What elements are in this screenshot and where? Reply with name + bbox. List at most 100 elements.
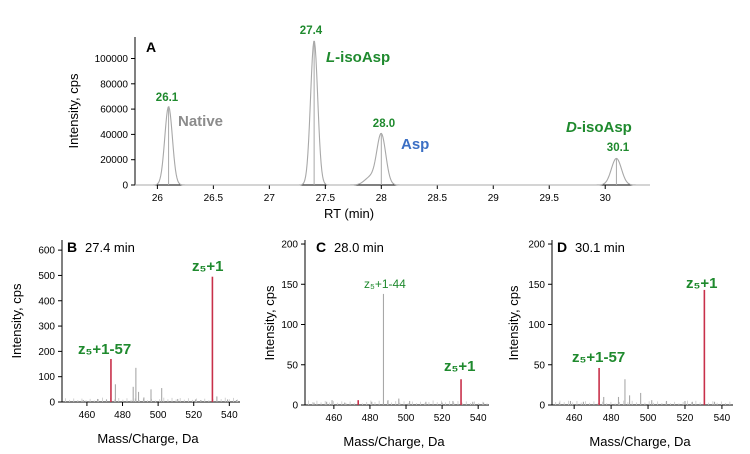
panel-b-time-label: 27.4 min bbox=[85, 240, 135, 255]
x-tick-label: 540 bbox=[714, 413, 731, 424]
panel-c-y-axis-label: Intensity, cps bbox=[262, 285, 277, 360]
x-tick-label: 26 bbox=[152, 193, 164, 204]
x-tick-label: 480 bbox=[114, 410, 131, 421]
y-tick-label: 80000 bbox=[100, 79, 128, 90]
x-tick-label: 26.5 bbox=[204, 193, 224, 204]
panel-c-spectrum bbox=[308, 293, 488, 405]
peak-rt-label: 26.1 bbox=[156, 92, 179, 104]
peak-name-native: Native bbox=[178, 113, 223, 130]
panel-b-label: B bbox=[67, 239, 77, 255]
y-tick-label: 0 bbox=[292, 401, 298, 412]
fragment-annotation: z₅+1-57 bbox=[78, 341, 131, 358]
y-tick-label: 50 bbox=[287, 360, 299, 371]
y-tick-label: 150 bbox=[281, 280, 298, 291]
panel-a-peak-drop-lines bbox=[168, 40, 617, 185]
x-tick-label: 540 bbox=[470, 413, 487, 424]
panel-d-x-ticks: 460 480 500 520 540 bbox=[566, 405, 731, 424]
panel-d-y-ticks: 0 50 100 150 200 bbox=[528, 240, 552, 412]
panel-d-time-label: 30.1 min bbox=[575, 240, 625, 255]
fragment-annotation: z₅+1 bbox=[686, 275, 717, 292]
fragment-annotation: z₅+1 bbox=[192, 258, 223, 275]
x-tick-label: 30 bbox=[600, 193, 612, 204]
peak-name-suffix: -isoAsp bbox=[577, 119, 632, 136]
panel-a-x-ticks: 26 26.5 27 27.5 28 28.5 29 29.5 30 bbox=[152, 185, 611, 204]
fragment-annotation: z₅+1 bbox=[444, 358, 475, 375]
panel-c-label: C bbox=[316, 239, 326, 255]
y-tick-label: 50 bbox=[534, 360, 546, 371]
peak-rt-label: 30.1 bbox=[607, 142, 630, 154]
peak-name-asp: Asp bbox=[401, 136, 429, 153]
panel-b-y-axis-label: Intensity, cps bbox=[9, 283, 24, 358]
y-tick-label: 200 bbox=[38, 347, 55, 358]
y-tick-label: 600 bbox=[38, 246, 55, 257]
panel-b-spectrum bbox=[65, 276, 238, 402]
x-tick-label: 29.5 bbox=[540, 193, 560, 204]
panel-a: 0 20000 40000 60000 80000 100000 26 26.5 27 27.5… bbox=[66, 25, 650, 221]
panel-a-y-ticks: 0 20000 40000 60000 80000 100000 bbox=[95, 54, 135, 192]
x-tick-label: 480 bbox=[603, 413, 620, 424]
panel-a-x-axis-label: RT (min) bbox=[324, 206, 374, 221]
y-tick-label: 100 bbox=[38, 372, 55, 383]
y-tick-label: 200 bbox=[281, 240, 298, 251]
panel-d-y-axis-label: Intensity, cps bbox=[506, 285, 521, 360]
y-tick-label: 300 bbox=[38, 322, 55, 333]
panel-b: 0 100 200 300 400 500 600 460 480 500 520 540 B 27… bbox=[9, 239, 240, 446]
x-tick-label: 27 bbox=[264, 193, 276, 204]
peak-name-italic-prefix: L bbox=[326, 49, 335, 66]
x-tick-label: 29 bbox=[488, 193, 500, 204]
panel-d-axes bbox=[551, 240, 733, 406]
x-tick-label: 520 bbox=[677, 413, 694, 424]
x-tick-label: 460 bbox=[326, 413, 343, 424]
y-tick-label: 200 bbox=[528, 240, 545, 251]
x-tick-label: 540 bbox=[221, 410, 238, 421]
panel-a-label: A bbox=[146, 39, 156, 55]
y-tick-label: 60000 bbox=[100, 105, 128, 116]
panel-c-x-ticks: 460 480 500 520 540 bbox=[326, 405, 487, 424]
panel-d-x-axis-label: Mass/Charge, Da bbox=[589, 434, 691, 449]
y-tick-label: 100 bbox=[281, 320, 298, 331]
x-tick-label: 28 bbox=[376, 193, 388, 204]
x-tick-label: 28.5 bbox=[428, 193, 448, 204]
x-tick-label: 480 bbox=[362, 413, 379, 424]
panel-a-chromatogram-trace bbox=[135, 40, 650, 186]
panel-d-label: D bbox=[557, 239, 567, 255]
x-tick-label: 27.5 bbox=[316, 193, 336, 204]
peak-name-suffix: -isoAsp bbox=[335, 49, 390, 66]
peak-rt-label: 27.4 bbox=[300, 25, 323, 37]
y-tick-label: 500 bbox=[38, 271, 55, 282]
peak-name-d-isoasp: D-isoAsp bbox=[566, 119, 632, 136]
panel-c-x-axis-label: Mass/Charge, Da bbox=[343, 434, 445, 449]
panel-d-spectrum bbox=[555, 289, 731, 405]
y-tick-label: 150 bbox=[528, 280, 545, 291]
panel-b-x-ticks: 460 480 500 520 540 bbox=[79, 402, 238, 421]
peak-name-italic-prefix: D bbox=[566, 119, 577, 136]
panel-c-y-ticks: 0 50 100 150 200 bbox=[281, 240, 305, 412]
x-tick-label: 500 bbox=[398, 413, 415, 424]
y-tick-label: 0 bbox=[122, 181, 128, 192]
x-tick-label: 460 bbox=[79, 410, 96, 421]
y-tick-label: 400 bbox=[38, 296, 55, 307]
x-tick-label: 500 bbox=[150, 410, 167, 421]
y-tick-label: 40000 bbox=[100, 130, 128, 141]
panel-b-x-axis-label: Mass/Charge, Da bbox=[97, 431, 199, 446]
panel-b-y-ticks: 0 100 200 300 400 500 600 bbox=[38, 246, 62, 409]
panel-a-y-axis-label: Intensity, cps bbox=[66, 73, 81, 148]
y-tick-label: 20000 bbox=[100, 155, 128, 166]
panel-c-time-label: 28.0 min bbox=[334, 240, 384, 255]
x-tick-label: 520 bbox=[434, 413, 451, 424]
peak-name-l-isoasp: L-isoAsp bbox=[326, 49, 390, 66]
peak-rt-label: 28.0 bbox=[373, 118, 395, 130]
y-tick-label: 0 bbox=[49, 398, 55, 409]
y-tick-label: 100 bbox=[528, 320, 545, 331]
panel-a-axes bbox=[134, 37, 650, 186]
fragment-annotation: z₅+1-57 bbox=[572, 349, 625, 366]
y-tick-label: 100000 bbox=[95, 54, 129, 65]
x-tick-label: 520 bbox=[185, 410, 202, 421]
y-tick-label: 0 bbox=[539, 401, 545, 412]
x-tick-label: 460 bbox=[566, 413, 583, 424]
fragment-annotation: z₅+1-44 bbox=[364, 277, 406, 291]
x-tick-label: 500 bbox=[640, 413, 657, 424]
